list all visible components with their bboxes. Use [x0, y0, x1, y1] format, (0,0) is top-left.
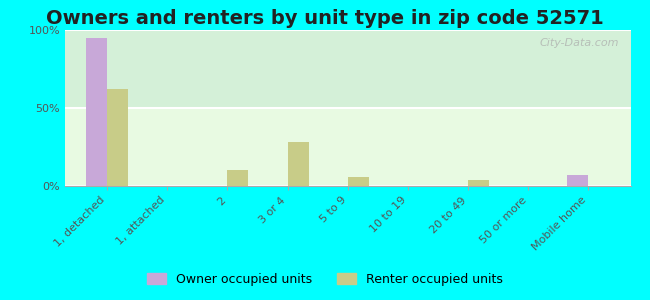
Legend: Owner occupied units, Renter occupied units: Owner occupied units, Renter occupied un…: [142, 268, 508, 291]
Bar: [227, 170, 248, 186]
Bar: [107, 89, 128, 186]
Bar: [468, 180, 489, 186]
Text: Owners and renters by unit type in zip code 52571: Owners and renters by unit type in zip c…: [46, 9, 604, 28]
Bar: [348, 177, 369, 186]
Bar: [567, 175, 588, 186]
Bar: [287, 142, 309, 186]
Bar: [86, 38, 107, 186]
Text: City-Data.com: City-Data.com: [540, 38, 619, 48]
